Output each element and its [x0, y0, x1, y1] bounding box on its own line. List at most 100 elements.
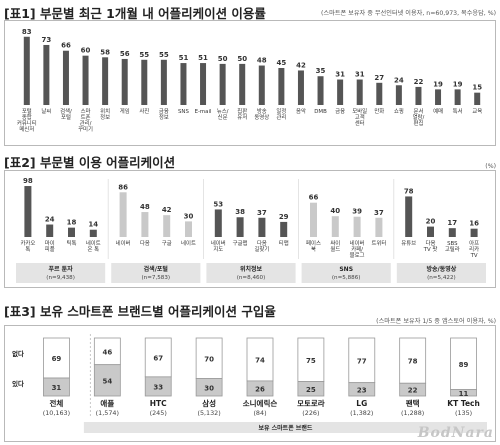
chart3-category-label: 소니에릭슨	[243, 398, 278, 408]
chart1-bar	[454, 89, 461, 105]
chart1-value-label: 22	[414, 78, 424, 86]
chart2-category-label: 틱톡	[67, 240, 77, 247]
chart2-panel: 98 카카오 톡 24 마이 피플 18 틱톡 14 네이트 온 톡 푸르 툰자 (n=9,438) 86…	[4, 170, 496, 288]
chart1-category-label: 뉴스/신문	[217, 108, 229, 121]
chart3-value-yes: 33	[153, 383, 163, 391]
chart3-category-label: LG	[356, 399, 367, 408]
chart2-value-label: 16	[469, 220, 479, 228]
chart1-value-label: 24	[394, 76, 404, 84]
chart2-category-label: 유튜브	[401, 240, 416, 247]
chart3-bar-yes	[195, 378, 223, 397]
chart1-category-label: 교육	[472, 108, 482, 115]
chart2-value-label: 18	[67, 219, 77, 227]
chart2-value-label: 86	[118, 183, 128, 191]
chart1-bar	[376, 82, 383, 105]
chart1-bar	[435, 89, 442, 105]
chart1-bar	[395, 85, 402, 105]
chart3-title: [표3] 보유 스마트폰 브랜드별 어플리케이션 구입율	[4, 304, 276, 319]
chart3-value-yes: 22	[408, 387, 418, 395]
chart1-category-label: 사진	[139, 107, 149, 115]
chart1-category-label: 예매	[433, 107, 443, 115]
chart2-bar	[46, 224, 54, 237]
chart3-bar-no	[399, 337, 427, 384]
chart2-group-box	[206, 263, 296, 283]
chart1-category-label: 금융	[335, 108, 345, 115]
chart2-bar	[163, 215, 171, 237]
chart1-title: [표1] 부문별 최근 1개월 내 어플리케이션 이용률	[4, 6, 266, 21]
chart3-series-label: 있다	[12, 379, 24, 388]
chart2-value-label: 29	[279, 213, 289, 221]
chart3-value-no: 46	[102, 348, 112, 356]
chart3-value-no: 67	[153, 354, 163, 362]
chart1-bar	[82, 55, 89, 105]
chart2-bar	[310, 202, 317, 237]
chart1-bar	[141, 59, 148, 105]
chart1-value-label: 73	[42, 36, 52, 44]
chart2-category-label: 다음 길찾기	[254, 239, 269, 253]
chart3-category-label: HTC	[150, 399, 167, 408]
chart3-bar-yes	[297, 381, 325, 397]
chart1-category-label: 위치 정보	[100, 107, 110, 121]
chart2-value-label: 39	[352, 208, 362, 216]
chart1-category-label: 날씨	[41, 107, 51, 115]
chart2-category-label: 트위터	[371, 239, 386, 247]
chart3-bar-yes	[399, 382, 427, 397]
chart1-value-label: 58	[100, 48, 110, 56]
chart3-category-n: (135)	[455, 409, 472, 417]
chart2-category-label: 네이버 카페/블로그	[350, 239, 365, 259]
chart3-category-n: (1,382)	[350, 409, 373, 417]
chart1-panel: 83 포털 종합 커뮤니티 메신저 73 날씨 66 검색/포털 60 스마 트폰 관리/꾸미기 58 위치…	[4, 20, 496, 146]
chart2-value-label: 37	[374, 209, 384, 217]
chart1-value-label: 55	[139, 51, 149, 59]
chart1-category-label: 검색/포털	[60, 107, 72, 121]
chart1-category-label: 방송 동영상	[254, 107, 269, 121]
chart1-value-label: 15	[472, 84, 482, 92]
chart2-bar	[185, 221, 192, 237]
chart3-bar-yes	[43, 377, 70, 397]
chart1-category-label: DMB	[314, 109, 327, 115]
chart2-bar	[280, 221, 288, 237]
chart3-value-no: 78	[408, 358, 418, 366]
chart2-group-box	[301, 263, 391, 283]
chart1-value-label: 31	[355, 71, 365, 79]
chart3-category-label: 모토로라	[297, 398, 325, 408]
chart2-category-label: 네이버	[116, 239, 131, 247]
chart2-value-label: 98	[23, 177, 33, 185]
chart3-category-n: (10,163)	[43, 409, 70, 417]
chart2-group-name: 푸르 툰자	[49, 265, 74, 273]
chart3-category-label: 전체	[50, 398, 64, 408]
chart2-category-label: 네이트	[181, 239, 196, 247]
chart1-bar	[200, 63, 207, 105]
chart3-value-yes: 26	[255, 385, 265, 393]
chart2-category-label: 다음 TV 팟	[423, 239, 438, 253]
chart2-value-label: 78	[404, 187, 414, 195]
chart2-bar	[24, 186, 32, 237]
chart1-bar	[219, 63, 226, 105]
chart1-bar	[317, 76, 324, 105]
watermark-logo: BodNara	[417, 425, 494, 441]
chart2-bar	[89, 229, 97, 237]
chart1-bar	[415, 86, 422, 105]
chart2-group-name: 방송/동영상	[427, 265, 457, 273]
chart1-value-label: 19	[433, 80, 443, 88]
chart3-panel: 없다 있다 69 31 전체 (10,163) 46 54 애플 (1,574) 67 33 HTC (2…	[4, 325, 496, 442]
chart1-category-label: 음악	[296, 107, 306, 115]
chart2-group-name: 검색/포털	[144, 265, 169, 273]
chart2-bar	[141, 212, 149, 237]
chart1-value-label: 19	[453, 80, 463, 88]
chart3-bar-no	[93, 337, 121, 366]
chart1-bar	[258, 65, 265, 105]
chart3-bar-yes	[450, 389, 477, 397]
chart1-value-label: 45	[277, 59, 287, 67]
chart2-category-label: 네이버 지도	[211, 239, 226, 253]
chart1-category-label: 특서	[453, 107, 463, 115]
chart1-category-label: 쇼핑	[394, 107, 404, 115]
chart2-value-label: 40	[330, 207, 340, 215]
chart2-group-box	[396, 263, 486, 283]
chart3-bar-no	[246, 337, 274, 382]
chart1-bar	[278, 68, 285, 105]
chart2-bar	[331, 216, 339, 237]
chart1-value-label: 50	[237, 55, 247, 63]
chart1-value-label: 51	[179, 54, 189, 62]
chart2-bar	[427, 226, 434, 237]
